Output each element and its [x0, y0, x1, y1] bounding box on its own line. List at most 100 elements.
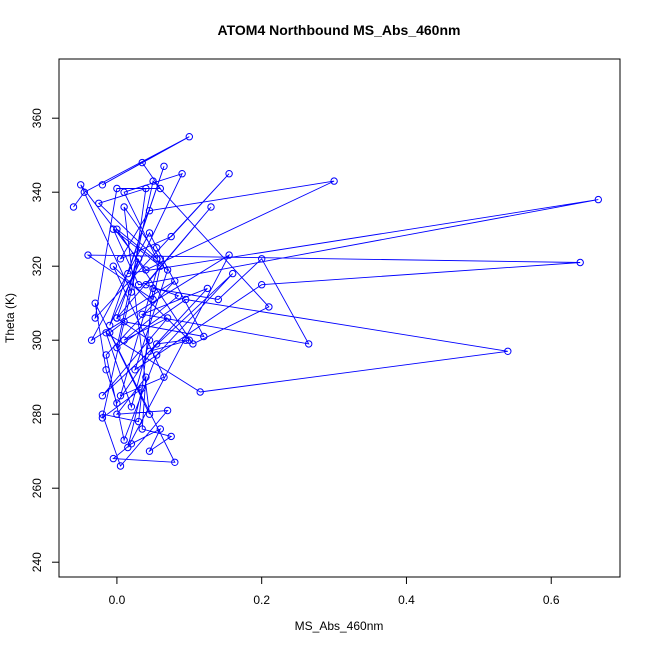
y-tick-label: 340 [30, 182, 44, 202]
y-tick-label: 240 [30, 552, 44, 572]
data-point [113, 343, 121, 352]
data-point [98, 410, 107, 418]
data-point [138, 310, 146, 318]
data-point [102, 366, 110, 374]
data-point [167, 232, 175, 241]
data-point [102, 351, 110, 359]
data-point [127, 288, 136, 296]
data-point [116, 462, 125, 470]
data-point [200, 332, 208, 341]
data-point [138, 425, 146, 433]
data-point [229, 269, 237, 278]
y-tick-label: 260 [30, 478, 44, 498]
data-point [116, 255, 125, 263]
data-point [142, 281, 150, 289]
data-point [156, 255, 165, 263]
data-point [142, 373, 150, 381]
data-point [149, 295, 157, 304]
data-point [258, 281, 266, 289]
data-point [156, 262, 165, 270]
data-point [145, 336, 154, 344]
data-point [138, 158, 146, 167]
data-point [109, 262, 118, 270]
data-point [182, 295, 190, 304]
data-point [138, 384, 146, 392]
data-point [80, 188, 89, 196]
data-point [171, 458, 179, 466]
data-point [305, 340, 313, 348]
data-point [98, 181, 107, 189]
data-point [163, 266, 172, 274]
data-point [98, 392, 107, 400]
chart-title: ATOM4 Northbound MS_Abs_460nm [218, 22, 461, 38]
data-point [156, 425, 165, 433]
data-point [203, 284, 212, 293]
data-point [134, 417, 143, 426]
x-tick-label: 0.2 [253, 593, 270, 607]
data-point [113, 314, 121, 322]
data-point [124, 269, 132, 278]
y-tick-label: 360 [30, 108, 44, 128]
y-tick-label: 300 [30, 330, 44, 350]
data-point [69, 203, 78, 211]
data-point [594, 195, 602, 204]
y-axis: 240 260 280 300 320 340 360 [30, 108, 60, 572]
data-point [113, 399, 121, 407]
data-point [225, 251, 233, 259]
data-point [120, 436, 128, 444]
x-tick-label: 0.6 [543, 593, 560, 607]
data-point [153, 255, 161, 263]
data-point [196, 388, 204, 396]
x-axis: 0.0 0.2 0.4 0.6 [109, 576, 560, 607]
data-point [265, 303, 273, 311]
data-point [109, 454, 118, 463]
data-point [145, 410, 154, 418]
data-point [113, 410, 121, 418]
data-point [87, 336, 96, 344]
data-point [113, 225, 121, 233]
data-point [207, 203, 215, 211]
data-point [163, 314, 172, 322]
data-point [127, 403, 136, 411]
data-point [149, 177, 157, 185]
data-point [120, 188, 128, 196]
data-point [102, 329, 110, 337]
data-point [106, 321, 114, 330]
data-point [91, 314, 99, 322]
data-point [153, 340, 161, 348]
data-point [127, 440, 136, 448]
data-point [160, 373, 168, 381]
data-point [167, 432, 175, 441]
y-tick-label: 280 [30, 404, 44, 424]
data-point [131, 366, 139, 374]
data-point [120, 318, 128, 326]
data-point [134, 281, 143, 289]
data-point [145, 447, 154, 455]
x-tick-label: 0.4 [398, 593, 415, 607]
data-point [330, 177, 338, 185]
data-point [84, 251, 92, 259]
series-line [73, 136, 599, 467]
data-point [145, 347, 154, 355]
x-axis-label: MS_Abs_460nm [295, 619, 384, 633]
y-axis-label: Theta (K) [3, 293, 17, 343]
data-point [171, 277, 179, 285]
data-point [145, 207, 154, 215]
data-point [153, 351, 161, 359]
y-tick-label: 320 [30, 256, 44, 276]
data-point [504, 347, 512, 355]
data-point [174, 292, 183, 300]
data-point [77, 181, 85, 189]
data-point [258, 255, 266, 263]
data-point [134, 255, 143, 263]
data-point [109, 225, 118, 233]
data-point [153, 244, 161, 252]
data-point [160, 162, 168, 171]
data-point [120, 203, 128, 211]
data-point [106, 329, 114, 337]
data-point [185, 336, 194, 344]
data-point [95, 199, 103, 208]
data-point [142, 184, 150, 193]
data-point [142, 266, 150, 274]
